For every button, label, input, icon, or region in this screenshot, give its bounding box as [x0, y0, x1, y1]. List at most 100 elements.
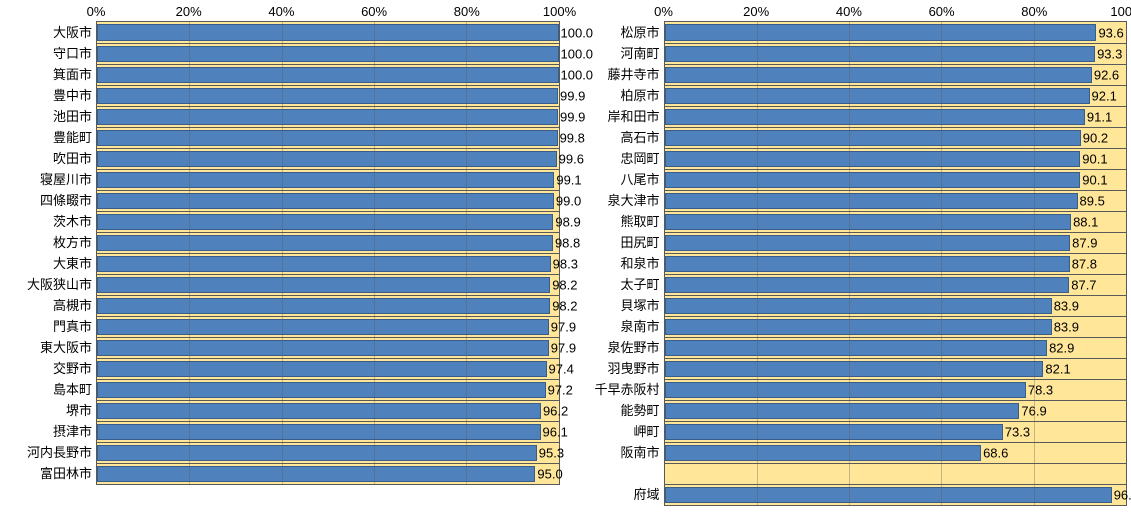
row-label: [572, 463, 664, 484]
bar-value: 97.4: [549, 362, 574, 377]
bar-track: 88.1: [665, 211, 1127, 232]
chart-row: 87.9: [665, 232, 1127, 253]
chart-row: 83.9: [665, 316, 1127, 337]
chart-row: 98.2: [97, 295, 559, 316]
bar-value: 96.1: [543, 425, 568, 440]
bar: [665, 151, 1081, 167]
bar: [97, 466, 535, 482]
row-label: 豊能町: [4, 127, 96, 148]
bar-track: 87.7: [665, 274, 1127, 295]
chart-row: 87.8: [665, 253, 1127, 274]
bar-track: 99.0: [97, 190, 559, 211]
rows: 100.0100.0100.099.999.999.899.699.199.09…: [97, 22, 559, 484]
bar-track: 98.9: [97, 211, 559, 232]
bar: [665, 298, 1052, 314]
bar-track: 90.1: [665, 148, 1127, 169]
row-label: 豊中市: [4, 85, 96, 106]
bar-track: 95.3: [97, 442, 559, 463]
chart-row: 95.0: [97, 463, 559, 484]
bar-value: 82.1: [1045, 362, 1070, 377]
bar-value: 78.3: [1028, 383, 1053, 398]
row-label: 門真市: [4, 316, 96, 337]
chart-row: 88.1: [665, 211, 1127, 232]
chart-row: 90.1: [665, 148, 1127, 169]
axis-tick: 40%: [268, 4, 294, 19]
bar: [97, 445, 537, 461]
bar: [665, 46, 1096, 62]
bar-track: 97.2: [97, 379, 559, 400]
bar-track: 98.8: [97, 232, 559, 253]
bar-value: 90.1: [1082, 152, 1107, 167]
panel-body: 松原市河南町藤井寺市柏原市岸和田市高石市忠岡町八尾市泉大津市熊取町田尻町和泉市太…: [572, 22, 1128, 506]
bar-track: 68.6: [665, 442, 1127, 463]
bar-value: 68.6: [983, 446, 1008, 461]
bar-track: 99.1: [97, 169, 559, 190]
bar: [665, 172, 1081, 188]
chart-row: 91.1: [665, 106, 1127, 127]
bar-track: 97.9: [97, 337, 559, 358]
row-label: 熊取町: [572, 211, 664, 232]
row-label: 千早赤阪村: [572, 379, 664, 400]
bar: [97, 340, 549, 356]
label-column: 松原市河南町藤井寺市柏原市岸和田市高石市忠岡町八尾市泉大津市熊取町田尻町和泉市太…: [572, 22, 664, 506]
chart-row: 99.8: [97, 127, 559, 148]
bar: [97, 109, 558, 125]
chart-row: 83.9: [665, 295, 1127, 316]
row-label: 松原市: [572, 22, 664, 43]
chart-row: 87.7: [665, 274, 1127, 295]
chart-row: 68.6: [665, 442, 1127, 463]
row-label: 吹田市: [4, 148, 96, 169]
bar-track: 82.9: [665, 337, 1127, 358]
chart-row: 100.0: [97, 22, 559, 43]
row-label: 島本町: [4, 379, 96, 400]
bar-value: 96.9: [1114, 488, 1131, 503]
row-label: 寝屋川市: [4, 169, 96, 190]
row-label: 能勢町: [572, 400, 664, 421]
chart-row: 96.1: [97, 421, 559, 442]
chart-row: 99.9: [97, 85, 559, 106]
bar-value: 90.2: [1083, 131, 1108, 146]
bar: [665, 403, 1020, 419]
bar-track: 90.2: [665, 127, 1127, 148]
axis-tick: 0%: [87, 4, 106, 19]
chart-row: 96.9: [665, 484, 1127, 505]
row-label: 大阪狭山市: [4, 274, 96, 295]
bar-track: 83.9: [665, 316, 1127, 337]
axis-tick: 20%: [176, 4, 202, 19]
bar: [665, 361, 1044, 377]
bar-track: 99.9: [97, 106, 559, 127]
bar: [665, 487, 1112, 503]
axis-tick: 40%: [836, 4, 862, 19]
row-label: 貝塚市: [572, 295, 664, 316]
bar-track: 98.2: [97, 274, 559, 295]
row-label: 摂津市: [4, 421, 96, 442]
row-label: 大東市: [4, 253, 96, 274]
bar: [97, 382, 546, 398]
bar-track: 96.2: [97, 400, 559, 421]
chart-row: 97.2: [97, 379, 559, 400]
bar-value: 92.1: [1092, 89, 1117, 104]
bar-track: 97.4: [97, 358, 559, 379]
chart-row: 89.5: [665, 190, 1127, 211]
chart-row: 93.3: [665, 43, 1127, 64]
bar: [97, 46, 559, 62]
bar-track: 95.0: [97, 463, 559, 484]
row-label: 茨木市: [4, 211, 96, 232]
bar-value: 87.8: [1072, 257, 1097, 272]
axis-tick: 0%: [654, 4, 673, 19]
bar-value: 83.9: [1054, 320, 1079, 335]
bar-value: 93.3: [1097, 47, 1122, 62]
row-label: 四條畷市: [4, 190, 96, 211]
bar-track: 90.1: [665, 169, 1127, 190]
bar-track: 96.9: [665, 484, 1127, 505]
row-label: 忠岡町: [572, 148, 664, 169]
bar-track: 78.3: [665, 379, 1127, 400]
axis-tick: 60%: [361, 4, 387, 19]
chart-row: 93.6: [665, 22, 1127, 43]
row-label: 岬町: [572, 421, 664, 442]
axis-tick: 80%: [454, 4, 480, 19]
bar: [665, 214, 1072, 230]
bar: [97, 256, 551, 272]
row-label: 箕面市: [4, 64, 96, 85]
bar: [97, 214, 553, 230]
